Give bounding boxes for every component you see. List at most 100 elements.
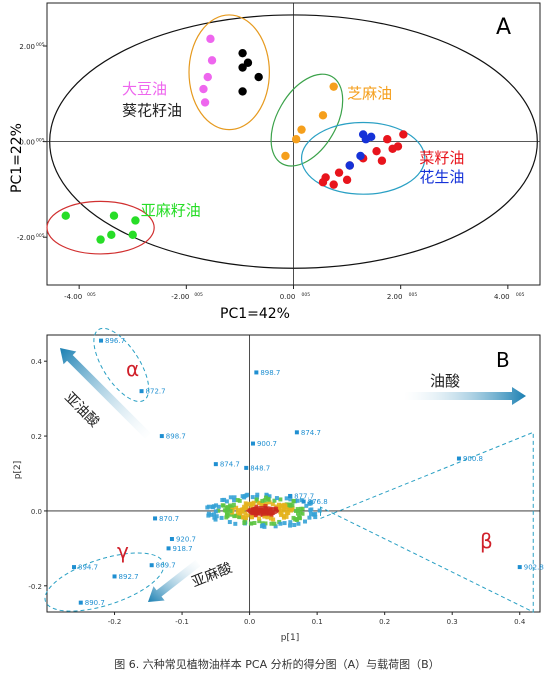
data-point <box>243 58 253 67</box>
loading-cloud-point <box>255 492 260 497</box>
loading-point <box>153 516 158 521</box>
rapeseed-peanut-enclosure <box>300 121 426 195</box>
loading-cloud-point <box>304 503 309 508</box>
loading-cloud-point <box>252 520 257 525</box>
loading-point <box>149 563 154 568</box>
data-point <box>318 178 328 187</box>
y-tick-exponent: 005 <box>36 138 45 144</box>
loading-cloud-point <box>247 502 252 507</box>
loading-cloud-point <box>295 507 300 512</box>
loading-point <box>159 434 164 439</box>
loading-cloud-point <box>273 524 278 529</box>
loading-cloud-point <box>216 508 221 513</box>
data-point <box>361 135 371 144</box>
series-label: 亚麻籽油 <box>141 202 201 220</box>
loading-cloud-point <box>272 498 277 503</box>
loading-point-label: 894.7 <box>78 564 98 572</box>
loading-cloud-point <box>271 517 276 522</box>
loading-cloud-point <box>250 495 255 500</box>
loading-cloud-point <box>262 524 267 529</box>
data-point <box>238 63 247 72</box>
loading-point <box>288 493 293 498</box>
loading-point-label: 890.7 <box>85 599 105 607</box>
x-tick-label: 0.1 <box>312 618 323 626</box>
loading-cloud-point <box>268 516 273 521</box>
annotation-label: β <box>480 529 493 553</box>
data-point <box>356 151 365 161</box>
y-tick-label: 0.0 <box>31 508 42 516</box>
loading-cloud-point <box>214 503 219 508</box>
loading-cloud-point <box>243 511 248 516</box>
loading-cloud-point <box>232 495 237 500</box>
loading-point-label: 900.7 <box>257 440 277 448</box>
loading-cloud-point <box>313 515 318 520</box>
annotation-label: γ <box>117 539 129 563</box>
loading-cloud-point <box>281 515 286 520</box>
loading-cloud-point <box>265 515 270 520</box>
loading-cloud-point <box>242 520 247 525</box>
loading-cloud-point <box>277 506 282 511</box>
y-tick-label: -0.2 <box>28 583 42 591</box>
loading-cloud-point <box>292 523 297 528</box>
series-label: 大豆油 <box>122 80 167 98</box>
loading-cloud-point <box>214 514 219 519</box>
loading-cloud-point <box>295 498 300 503</box>
x-tick-label: 2.00 <box>387 293 403 301</box>
panel-a-ylabel-wrap: PC1=22% <box>3 120 25 200</box>
data-point <box>254 72 263 82</box>
loading-cloud-point <box>279 503 284 508</box>
loading-cloud-point <box>264 501 269 506</box>
loading-cloud-point <box>259 524 264 529</box>
gamma-enclosure <box>44 552 165 612</box>
series-label: 葵花籽油 <box>122 101 182 119</box>
loading-cloud-point <box>297 516 302 521</box>
x-tick-label: 4.00 <box>494 293 510 301</box>
loading-cloud-point <box>262 514 267 519</box>
alpha-enclosure <box>93 327 150 403</box>
loading-cloud-point <box>228 495 233 500</box>
loading-cloud-point <box>269 513 274 518</box>
x-tick-exponent: 005 <box>516 292 525 298</box>
data-point <box>393 142 403 151</box>
loading-cloud-point <box>227 520 232 525</box>
chart-figure: -4.00 005 -2.00 005 0.00 005 2.00 005 4.00 0052.0… <box>13 2 544 643</box>
data-point <box>345 161 354 170</box>
loading-cloud-point <box>213 509 218 514</box>
y-tick-label: 0.4 <box>31 358 43 366</box>
loading-point <box>213 462 218 467</box>
loading-cloud-point <box>257 519 262 524</box>
loading-cloud-point <box>278 508 283 513</box>
loading-point-label: 874.7 <box>220 461 240 469</box>
data-point <box>107 230 116 240</box>
loading-cloud-point <box>303 519 308 524</box>
loading-point-label: 900.8 <box>463 455 483 463</box>
annotation-label: α <box>126 357 139 381</box>
loading-cloud-point <box>235 511 240 516</box>
data-point <box>318 111 328 120</box>
loading-cloud-point <box>281 506 286 511</box>
loading-cloud-point <box>290 507 295 512</box>
y-tick-exponent: 005 <box>36 233 45 239</box>
loading-cloud-point <box>219 515 224 520</box>
loading-cloud-point <box>262 498 267 503</box>
loading-cloud-point <box>309 511 314 516</box>
data-point <box>297 125 306 134</box>
figure-caption: 图 6. 六种常见植物油样本 PCA 分析的得分图（A）与载荷图（B） <box>114 658 440 671</box>
loading-point-label: 892.7 <box>119 573 139 581</box>
oleic-acid-arrow <box>404 387 526 405</box>
data-point <box>128 230 137 240</box>
data-point <box>334 168 344 177</box>
panel-b-ylabel: p[2] <box>13 461 23 479</box>
x-tick-label: 0.3 <box>447 618 458 626</box>
data-point <box>199 84 208 94</box>
series-label: 花生油 <box>419 168 464 186</box>
loading-point-label: 902.8 <box>524 564 544 572</box>
loading-cloud-point <box>298 506 303 511</box>
loading-cloud-point <box>243 516 248 521</box>
y-tick-label: -2.00 <box>17 234 35 242</box>
loading-cloud-point <box>317 508 322 513</box>
loading-point <box>72 565 77 570</box>
x-tick-label: 0.2 <box>379 618 390 626</box>
data-point <box>131 216 140 225</box>
loading-cloud-point <box>242 504 247 509</box>
